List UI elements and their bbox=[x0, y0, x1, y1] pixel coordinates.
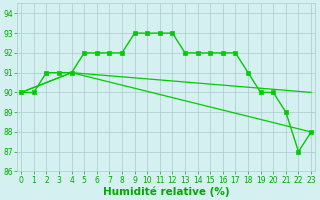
X-axis label: Humidité relative (%): Humidité relative (%) bbox=[103, 186, 229, 197]
